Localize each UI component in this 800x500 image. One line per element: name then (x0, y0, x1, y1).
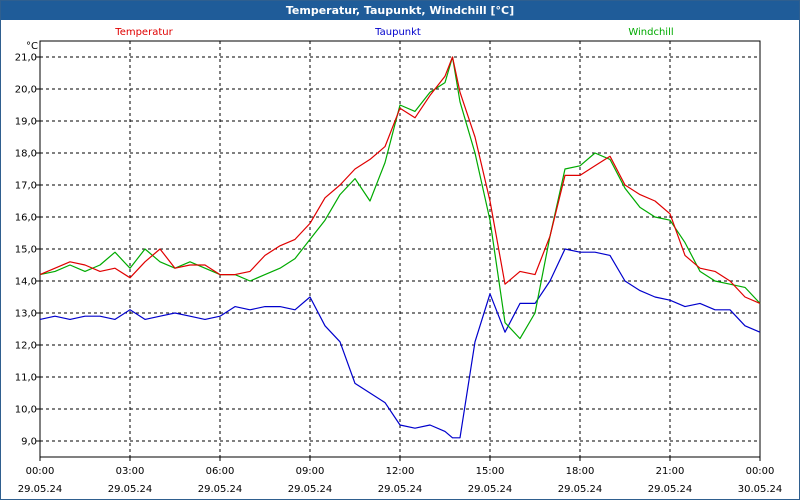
series-line-taupunkt (39, 248, 761, 439)
y-tick-label: 20,0 (15, 85, 37, 96)
x-tick-date: 29.05.24 (18, 484, 63, 495)
x-tick-time: 03:00 (116, 466, 145, 477)
chart-title: Temperatur, Taupunkt, Windchill [°C] (1, 1, 799, 20)
series-line-temperatur (39, 56, 761, 304)
y-tick-label: 12,0 (15, 341, 37, 352)
y-tick-label: 14,0 (15, 277, 37, 288)
x-tick-time: 09:00 (296, 466, 325, 477)
y-tick-label: 15,0 (15, 245, 37, 256)
y-tick-label: 9,0 (21, 437, 37, 448)
y-tick-label: 16,0 (15, 213, 37, 224)
x-tick-date: 29.05.24 (108, 484, 153, 495)
x-tick-time: 15:00 (476, 466, 505, 477)
y-tick-label: 17,0 (15, 181, 37, 192)
legend-taupunkt: Taupunkt (374, 27, 421, 38)
x-tick-time: 00:00 (746, 466, 775, 477)
x-axis-ticks: 00:00 29.05.24 03:00 29.05.24 06:00 29.05.24 0… (18, 457, 783, 495)
series-line-windchill (39, 56, 761, 340)
y-tick-label: 19,0 (15, 117, 37, 128)
gridlines (40, 41, 760, 457)
x-tick-date: 29.05.24 (378, 484, 423, 495)
y-tick-label: 11,0 (15, 373, 37, 384)
x-tick-time: 06:00 (206, 466, 235, 477)
x-tick-time: 18:00 (566, 466, 595, 477)
x-tick-time: 00:00 (26, 466, 55, 477)
y-tick-label: 18,0 (15, 149, 37, 160)
legend-windchill: Windchill (628, 27, 673, 38)
x-tick-date: 30.05.24 (738, 484, 783, 495)
x-tick-date: 29.05.24 (198, 484, 243, 495)
x-tick-time: 12:00 (386, 466, 415, 477)
x-tick-time: 21:00 (656, 466, 685, 477)
x-tick-date: 29.05.24 (558, 484, 603, 495)
legend-temperatur: Temperatur (114, 27, 173, 38)
series-lines (39, 56, 761, 439)
y-tick-label: 10,0 (15, 405, 37, 416)
y-axis-ticks: 9,0 10,0 11,0 12,0 13,0 14,0 15,0 16,0 17,0 18,0 1… (15, 53, 40, 448)
x-tick-date: 29.05.24 (288, 484, 333, 495)
legend: Temperatur Taupunkt Windchill (114, 27, 673, 38)
x-tick-date: 29.05.24 (648, 484, 693, 495)
x-tick-date: 29.05.24 (468, 484, 513, 495)
y-axis-label: °C (26, 41, 38, 52)
y-tick-label: 21,0 (15, 53, 37, 64)
y-tick-label: 13,0 (15, 309, 37, 320)
